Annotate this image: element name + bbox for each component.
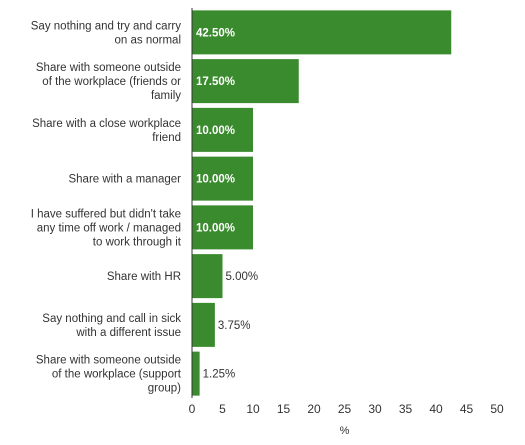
x-tick-label: 5 [219,402,226,416]
category-label-line: of the workplace (support [52,369,182,381]
bar [192,59,299,104]
category-label-line: Share with a manager [68,174,181,186]
data-label: 42.50% [196,27,235,39]
bar [192,156,253,201]
data-label: 10.00% [196,174,235,186]
x-tick-label: 0 [189,402,196,416]
data-label: 10.00% [196,125,235,137]
x-tick-label: 20 [307,402,321,416]
x-tick-label: 35 [399,402,413,416]
bar [192,205,253,250]
x-tick-label: 15 [277,402,291,416]
category-label: I have suffered but didn't take any time … [31,208,182,248]
category-labels-group: Say nothing and try and carry on as norma… [31,20,182,394]
value-labels-group: 42.50% 17.50% 10.00% 10.00% 10.00% 5.00% 3.75%… [196,27,258,380]
category-label: Say nothing and try and carry on as norma… [31,20,181,46]
category-label-line: any time off work / managed [37,222,181,234]
bars-group [192,10,452,396]
bar [192,302,215,347]
category-label: Share with a manager [68,174,181,186]
category-label-line: friend [152,132,181,144]
data-label: 17.50% [196,76,235,88]
x-tick-label: 10 [246,402,260,416]
category-label-line: Share with a close workplace [32,118,181,130]
bar [192,10,452,55]
x-tick-label: 25 [338,402,352,416]
data-label: 10.00% [196,222,235,234]
category-label-line: Share with someone outside [36,62,181,74]
x-tick-label: 45 [460,402,474,416]
category-label-line: I have suffered but didn't take [31,208,181,220]
data-label: 5.00% [226,271,259,283]
x-tick-label: 40 [429,402,443,416]
category-label: Say nothing and call in sick with a diffe… [42,313,181,339]
x-tick-label: 30 [368,402,382,416]
bar [192,254,223,299]
bar [192,107,253,152]
category-label: Share with someone outside of the workpla… [36,62,181,102]
category-label-line: Say nothing and try and carry [31,20,181,32]
category-label-line: group) [148,383,181,395]
category-label-line: on as normal [115,34,181,46]
x-tick-label: 50 [490,402,504,416]
category-label-line: Say nothing and call in sick [42,313,181,325]
category-label-line: Share with HR [107,271,181,283]
category-label: Share with someone outside of the workpla… [36,355,182,395]
category-label-line: of the workplace (friends or [42,76,181,88]
category-label-line: to work through it [93,236,182,248]
category-label-line: Share with someone outside [36,355,181,367]
bar [192,351,200,396]
x-axis-title: % [340,425,350,437]
category-label: Share with HR [107,271,181,283]
x-tick-labels-group: 0 5 10 15 20 25 30 35 40 45 50 [189,402,504,416]
data-label: 3.75% [218,320,251,332]
data-label: 1.25% [203,369,236,381]
category-label-line: with a different issue [75,327,181,339]
category-label-line: family [151,90,181,102]
category-label: Share with a close workplace friend [32,118,181,144]
